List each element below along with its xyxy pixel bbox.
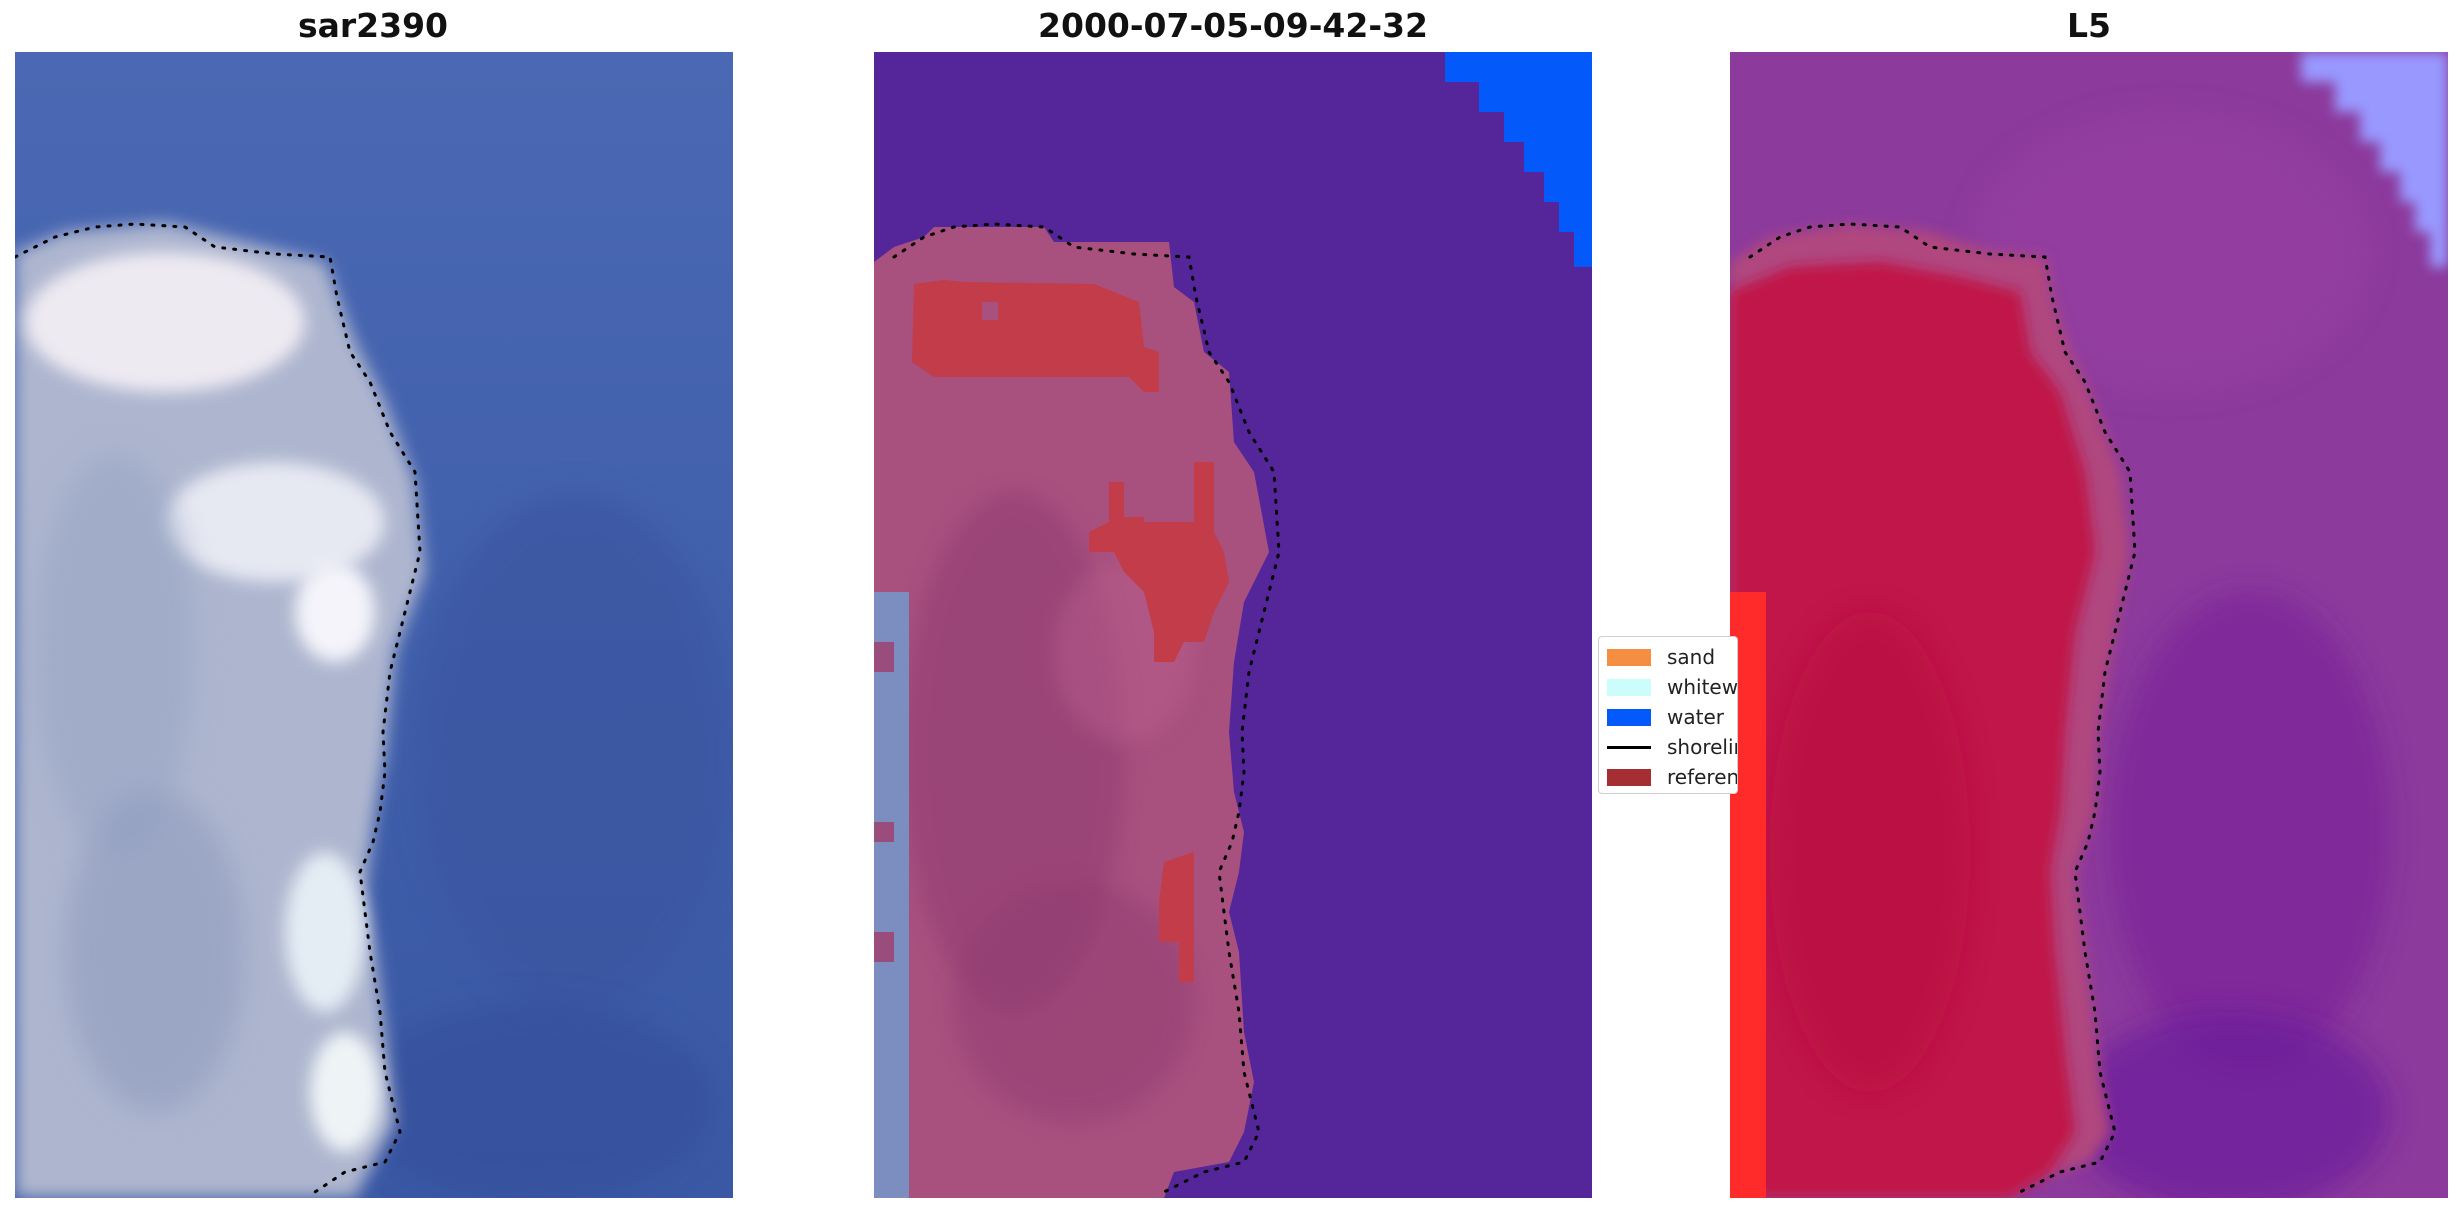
l5-panel xyxy=(1730,52,2448,1198)
classification-image xyxy=(874,52,1592,1198)
shoreline-rgb xyxy=(15,222,422,1194)
reference-swatch xyxy=(1607,768,1651,786)
rgb-image-panel xyxy=(15,52,733,1198)
classification-panel xyxy=(874,52,1592,1198)
whitewater-strip xyxy=(874,592,909,1198)
rgb-image xyxy=(15,52,733,1198)
reference-region-middle xyxy=(1089,462,1229,662)
panel-title-rgb: sar2390 xyxy=(297,6,449,45)
legend-item-sand: sand xyxy=(1607,642,1715,672)
legend-label-reference: reference xyxy=(1667,765,1738,789)
panel-title-classification: 2000-07-05-09-42-32 xyxy=(1038,6,1428,45)
shoreline-classification xyxy=(892,222,1281,1194)
l5-image xyxy=(1730,52,2448,1198)
legend-item-reference: reference xyxy=(1607,762,1738,792)
reference-region-top xyxy=(912,280,1159,392)
legend-label-whitewater: whitewater xyxy=(1667,675,1738,699)
bright-land-strip xyxy=(1730,592,1766,1198)
sand-swatch xyxy=(1607,648,1651,666)
panel-title-l5: L5 xyxy=(2067,6,2111,45)
legend-item-shoreline: shoreline xyxy=(1607,732,1737,762)
shoreline-l5 xyxy=(1748,222,2137,1194)
legend: sand whitewater water shoreline referenc… xyxy=(1598,636,1738,794)
reference-region-bottom xyxy=(1159,852,1194,982)
legend-label-shoreline: shoreline xyxy=(1667,735,1737,759)
shoreline-line-swatch xyxy=(1607,745,1651,749)
legend-item-water: water xyxy=(1607,702,1724,732)
water-class-region xyxy=(1445,52,1592,267)
legend-item-whitewater: whitewater xyxy=(1607,672,1738,702)
legend-label-water: water xyxy=(1667,705,1724,729)
legend-label-sand: sand xyxy=(1667,645,1716,669)
whitewater-swatch xyxy=(1607,678,1651,696)
water-swatch xyxy=(1607,708,1651,726)
water-l5-region xyxy=(2301,52,2448,267)
